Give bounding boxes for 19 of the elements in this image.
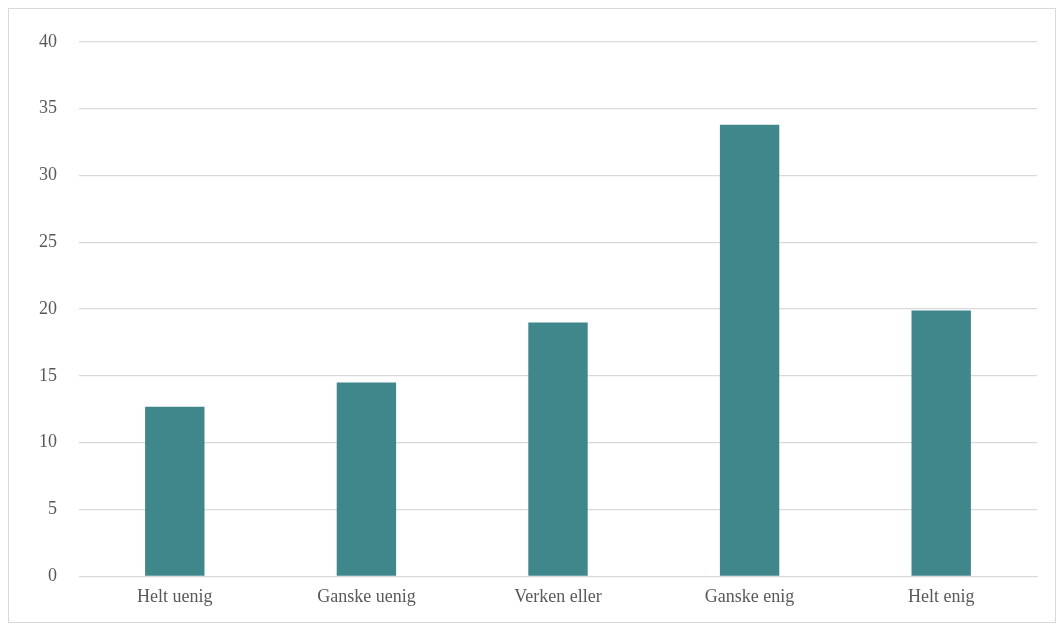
y-tick-label: 10 (39, 431, 57, 452)
y-tick-label: 0 (48, 565, 57, 586)
y-tick-label: 15 (39, 364, 57, 385)
x-tick-label: Helt enig (907, 585, 975, 606)
bar (719, 124, 780, 576)
x-tick-label: Verken eller (514, 585, 602, 606)
y-tick-label: 30 (39, 164, 57, 185)
x-tick-label: Helt uenig (137, 585, 213, 606)
x-tick-label: Ganske enig (704, 585, 795, 606)
y-tick-label: 25 (39, 231, 57, 252)
y-tick-label: 35 (39, 97, 57, 118)
bar (336, 382, 397, 576)
y-tick-label: 5 (48, 498, 57, 519)
y-tick-label: 20 (39, 297, 57, 318)
bar (911, 310, 971, 576)
bar (528, 322, 588, 576)
x-tick-label: Ganske uenig (317, 585, 416, 606)
y-tick-label: 40 (39, 30, 57, 51)
bar (145, 406, 205, 576)
